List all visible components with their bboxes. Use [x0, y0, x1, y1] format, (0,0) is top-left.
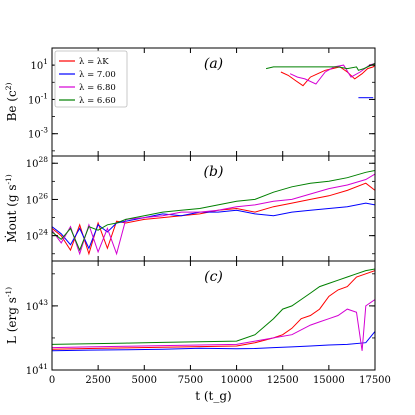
y-tick-label: 1024 [26, 228, 49, 243]
x-tick-label: 17500 [359, 375, 391, 386]
x-tick-label: 5000 [132, 375, 157, 386]
legend-entry: λ = 6.80 [79, 83, 116, 93]
y-axis-label: L (erg s-1) [4, 287, 19, 344]
y-tick-label: 1041 [26, 362, 48, 377]
panel-tag: (c) [204, 269, 223, 285]
series-line-6.80 [52, 173, 375, 256]
series-line-6.60 [52, 268, 375, 345]
y-axis-label: Be (c2) [4, 83, 19, 122]
series-line-6.60 [265, 62, 375, 71]
y-tick-label: 1026 [26, 191, 49, 206]
x-tick-label: 10000 [221, 375, 253, 386]
y-tick-label: 10-3 [28, 126, 48, 141]
y-tick-label: 1028 [26, 155, 49, 170]
y-tick-label: 101 [30, 57, 48, 72]
plot-frame [51, 260, 376, 371]
x-tick-label: 12500 [267, 375, 299, 386]
series-group [52, 268, 375, 352]
y-axis-label: Ṁout (g s-1) [4, 174, 19, 243]
x-tick-label: 0 [49, 375, 55, 386]
series-line-k [280, 64, 375, 87]
panel-tag: (b) [204, 164, 224, 180]
legend-entry: λ = 7.00 [79, 70, 116, 80]
legend: λ = λK λ = 7.00 λ = 6.80 λ = 6.60 [54, 50, 128, 108]
series-group [52, 170, 375, 256]
legend-box [54, 50, 128, 108]
series-line-6.80 [52, 299, 375, 351]
x-axis-label: t (t_g) [195, 389, 232, 403]
legend-entry: λ = λK [79, 57, 109, 67]
panel-c: 1043 1041 (c) L (erg s-1) [4, 260, 376, 377]
legend-entry: λ = 6.60 [79, 96, 116, 106]
y-tick-label: 10-1 [28, 91, 48, 106]
x-tick-label: 15000 [313, 375, 345, 386]
series-line-7.00 [52, 331, 375, 352]
panel-tag: (a) [204, 56, 223, 72]
panel-b: 1028 1026 1024 (b) Ṁout (g s-1) [4, 155, 376, 262]
series-line-7.00 [52, 202, 375, 250]
series-line-k [52, 182, 375, 256]
series-line-6.60 [52, 170, 375, 252]
series-line-k [52, 270, 375, 350]
y-tick-label: 1043 [26, 298, 49, 313]
x-tick-label: 2500 [85, 375, 110, 386]
series-group [265, 62, 375, 99]
x-tick-label: 7500 [178, 375, 203, 386]
